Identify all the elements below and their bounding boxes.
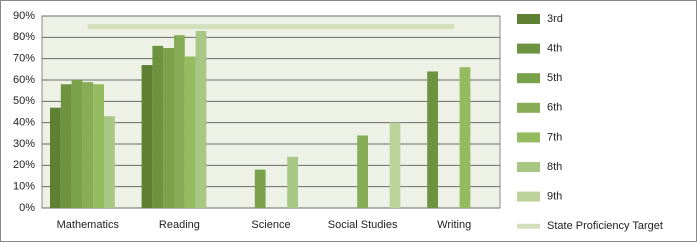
y-tick-label: 10%	[13, 181, 35, 193]
bar	[254, 169, 266, 208]
bar	[195, 30, 207, 208]
legend-marker	[517, 73, 540, 84]
legend-label: 7th	[547, 131, 562, 143]
bar	[152, 45, 164, 208]
legend-label: 5th	[547, 72, 562, 84]
plot-area	[41, 15, 501, 209]
x-tick-label: Mathematics	[57, 219, 120, 231]
legend-label: State Proficiency Target	[547, 220, 663, 232]
bar	[71, 80, 83, 208]
bar	[389, 122, 401, 208]
bar	[174, 35, 185, 209]
legend-label: 6th	[547, 102, 562, 114]
y-tick-label: 80%	[13, 31, 35, 43]
bar	[287, 156, 298, 208]
legend-label: 4th	[547, 43, 562, 55]
bar	[82, 82, 94, 208]
legend-marker	[517, 102, 540, 113]
legend-label: 3rd	[547, 13, 563, 25]
y-tick-label: 50%	[13, 95, 35, 107]
y-tick-label: 60%	[13, 74, 35, 86]
bar	[104, 116, 115, 208]
bar	[184, 56, 196, 209]
x-tick-label: Science	[251, 219, 290, 231]
legend-label: 8th	[547, 161, 562, 173]
y-tick-label: 70%	[13, 53, 35, 65]
x-tick-label: Writing	[437, 219, 471, 231]
legend-marker	[517, 43, 540, 54]
bar	[141, 65, 153, 208]
bar	[60, 84, 72, 208]
bar	[427, 71, 438, 208]
y-tick-label: 40%	[13, 117, 35, 129]
y-tick-label: 30%	[13, 138, 35, 150]
y-tick-label: 20%	[13, 159, 35, 171]
bar	[163, 48, 174, 208]
legend-marker	[517, 162, 540, 172]
legend-marker	[517, 132, 540, 143]
bar	[459, 67, 471, 208]
bar	[93, 84, 104, 208]
legend-marker	[517, 191, 540, 202]
x-tick-label: Social Studies	[328, 219, 398, 231]
legend-marker	[517, 14, 540, 24]
y-tick-label: 0%	[19, 202, 35, 214]
bar	[50, 107, 61, 208]
legend-label: 9th	[547, 191, 562, 203]
y-tick-label: 90%	[13, 10, 35, 22]
x-tick-label: Reading	[159, 219, 200, 231]
bar	[357, 135, 368, 208]
